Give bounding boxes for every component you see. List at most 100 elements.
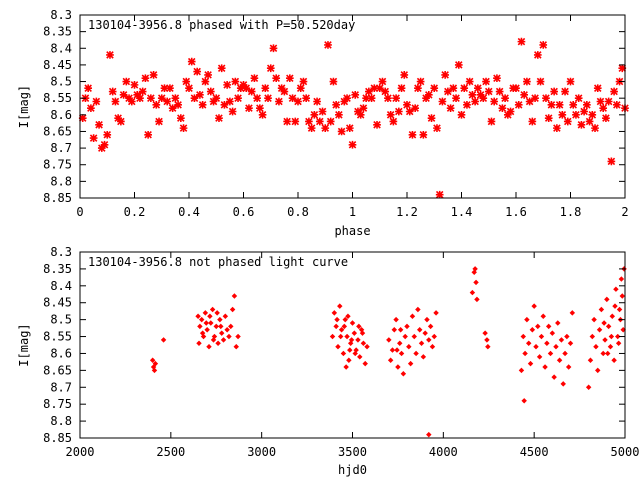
data-point — [553, 343, 559, 350]
data-point — [602, 337, 608, 343]
data-point — [457, 110, 466, 119]
data-point — [151, 367, 158, 374]
data-point — [538, 333, 545, 340]
data-point — [418, 340, 425, 347]
data-point — [558, 110, 567, 119]
data-point — [199, 330, 206, 336]
data-point — [340, 350, 347, 357]
data-point — [463, 100, 471, 109]
data-point — [360, 340, 367, 347]
data-point — [413, 350, 419, 357]
data-point — [411, 333, 417, 340]
y-tick-label: 8.5 — [50, 313, 72, 327]
data-point — [89, 134, 98, 142]
y-tick-label: 8.7 — [50, 141, 72, 155]
data-point — [430, 84, 439, 93]
data-point — [347, 347, 353, 353]
data-point — [435, 190, 444, 199]
data-point — [404, 323, 410, 330]
data-point — [420, 354, 427, 360]
data-point — [195, 313, 201, 319]
data-point — [345, 124, 354, 132]
data-point — [228, 323, 234, 330]
data-point — [197, 323, 203, 330]
y-tick-label: 8.7 — [50, 380, 72, 394]
data-point — [185, 84, 193, 93]
data-point — [482, 77, 490, 86]
data-point — [193, 67, 202, 76]
data-point — [106, 51, 114, 59]
data-point — [555, 100, 564, 109]
y-axis-label: I[mag] — [17, 85, 31, 128]
x-tick-label: 2500 — [156, 445, 185, 459]
data-point — [218, 330, 225, 336]
x-tick-label: 0.8 — [287, 205, 309, 219]
data-point — [359, 330, 366, 336]
data-point — [223, 81, 231, 89]
data-point — [348, 140, 357, 149]
data-point — [444, 87, 452, 96]
data-point — [599, 104, 608, 113]
data-point — [547, 350, 554, 357]
data-point — [253, 94, 261, 103]
data-point — [163, 97, 172, 106]
data-point — [187, 57, 196, 66]
data-point — [562, 350, 568, 357]
data-point — [247, 87, 256, 96]
data-point — [329, 333, 336, 340]
data-point — [406, 343, 412, 350]
data-point — [381, 87, 390, 96]
data-point — [386, 337, 392, 343]
data-point — [487, 117, 496, 126]
data-point — [607, 157, 616, 166]
data-point — [545, 323, 552, 330]
data-point — [315, 117, 324, 126]
y-tick-label: 8.8 — [50, 174, 72, 188]
data-point — [345, 313, 351, 319]
data-point — [615, 340, 622, 347]
data-point — [122, 77, 131, 86]
data-point — [604, 97, 613, 106]
data-point — [229, 306, 236, 313]
data-point — [415, 306, 421, 313]
data-point — [147, 94, 155, 103]
y-tick-label: 8.65 — [43, 363, 72, 377]
x-axis-label: phase — [334, 224, 370, 238]
data-point — [206, 87, 215, 96]
data-point — [333, 323, 339, 330]
data-point — [392, 94, 400, 103]
data-point — [484, 337, 490, 343]
data-point — [348, 337, 355, 343]
data-point — [572, 110, 580, 119]
x-tick-label: 2000 — [66, 445, 95, 459]
data-point — [424, 316, 430, 323]
data-point — [424, 91, 433, 99]
data-point — [438, 97, 447, 106]
data-point — [202, 310, 209, 316]
data-point — [362, 94, 370, 103]
data-point — [226, 333, 232, 340]
data-point — [542, 364, 548, 370]
y-tick-label: 8.45 — [43, 58, 72, 72]
data-point — [501, 94, 509, 103]
data-point — [525, 97, 534, 106]
data-point — [326, 117, 335, 126]
y-tick-label: 8.65 — [43, 124, 72, 138]
data-point — [474, 296, 480, 303]
data-point — [551, 374, 557, 380]
data-point — [569, 310, 576, 316]
data-point — [585, 117, 594, 126]
data-point — [198, 100, 207, 109]
data-point — [95, 120, 103, 129]
data-point — [313, 97, 321, 106]
y-axis-label: I[mag] — [17, 323, 31, 366]
data-point — [302, 94, 311, 103]
data-point — [200, 333, 207, 340]
data-point — [283, 117, 291, 126]
x-tick-label: 2 — [621, 205, 628, 219]
data-point — [474, 84, 482, 93]
data-point — [535, 323, 541, 330]
data-point — [220, 100, 229, 109]
data-point — [355, 337, 361, 343]
